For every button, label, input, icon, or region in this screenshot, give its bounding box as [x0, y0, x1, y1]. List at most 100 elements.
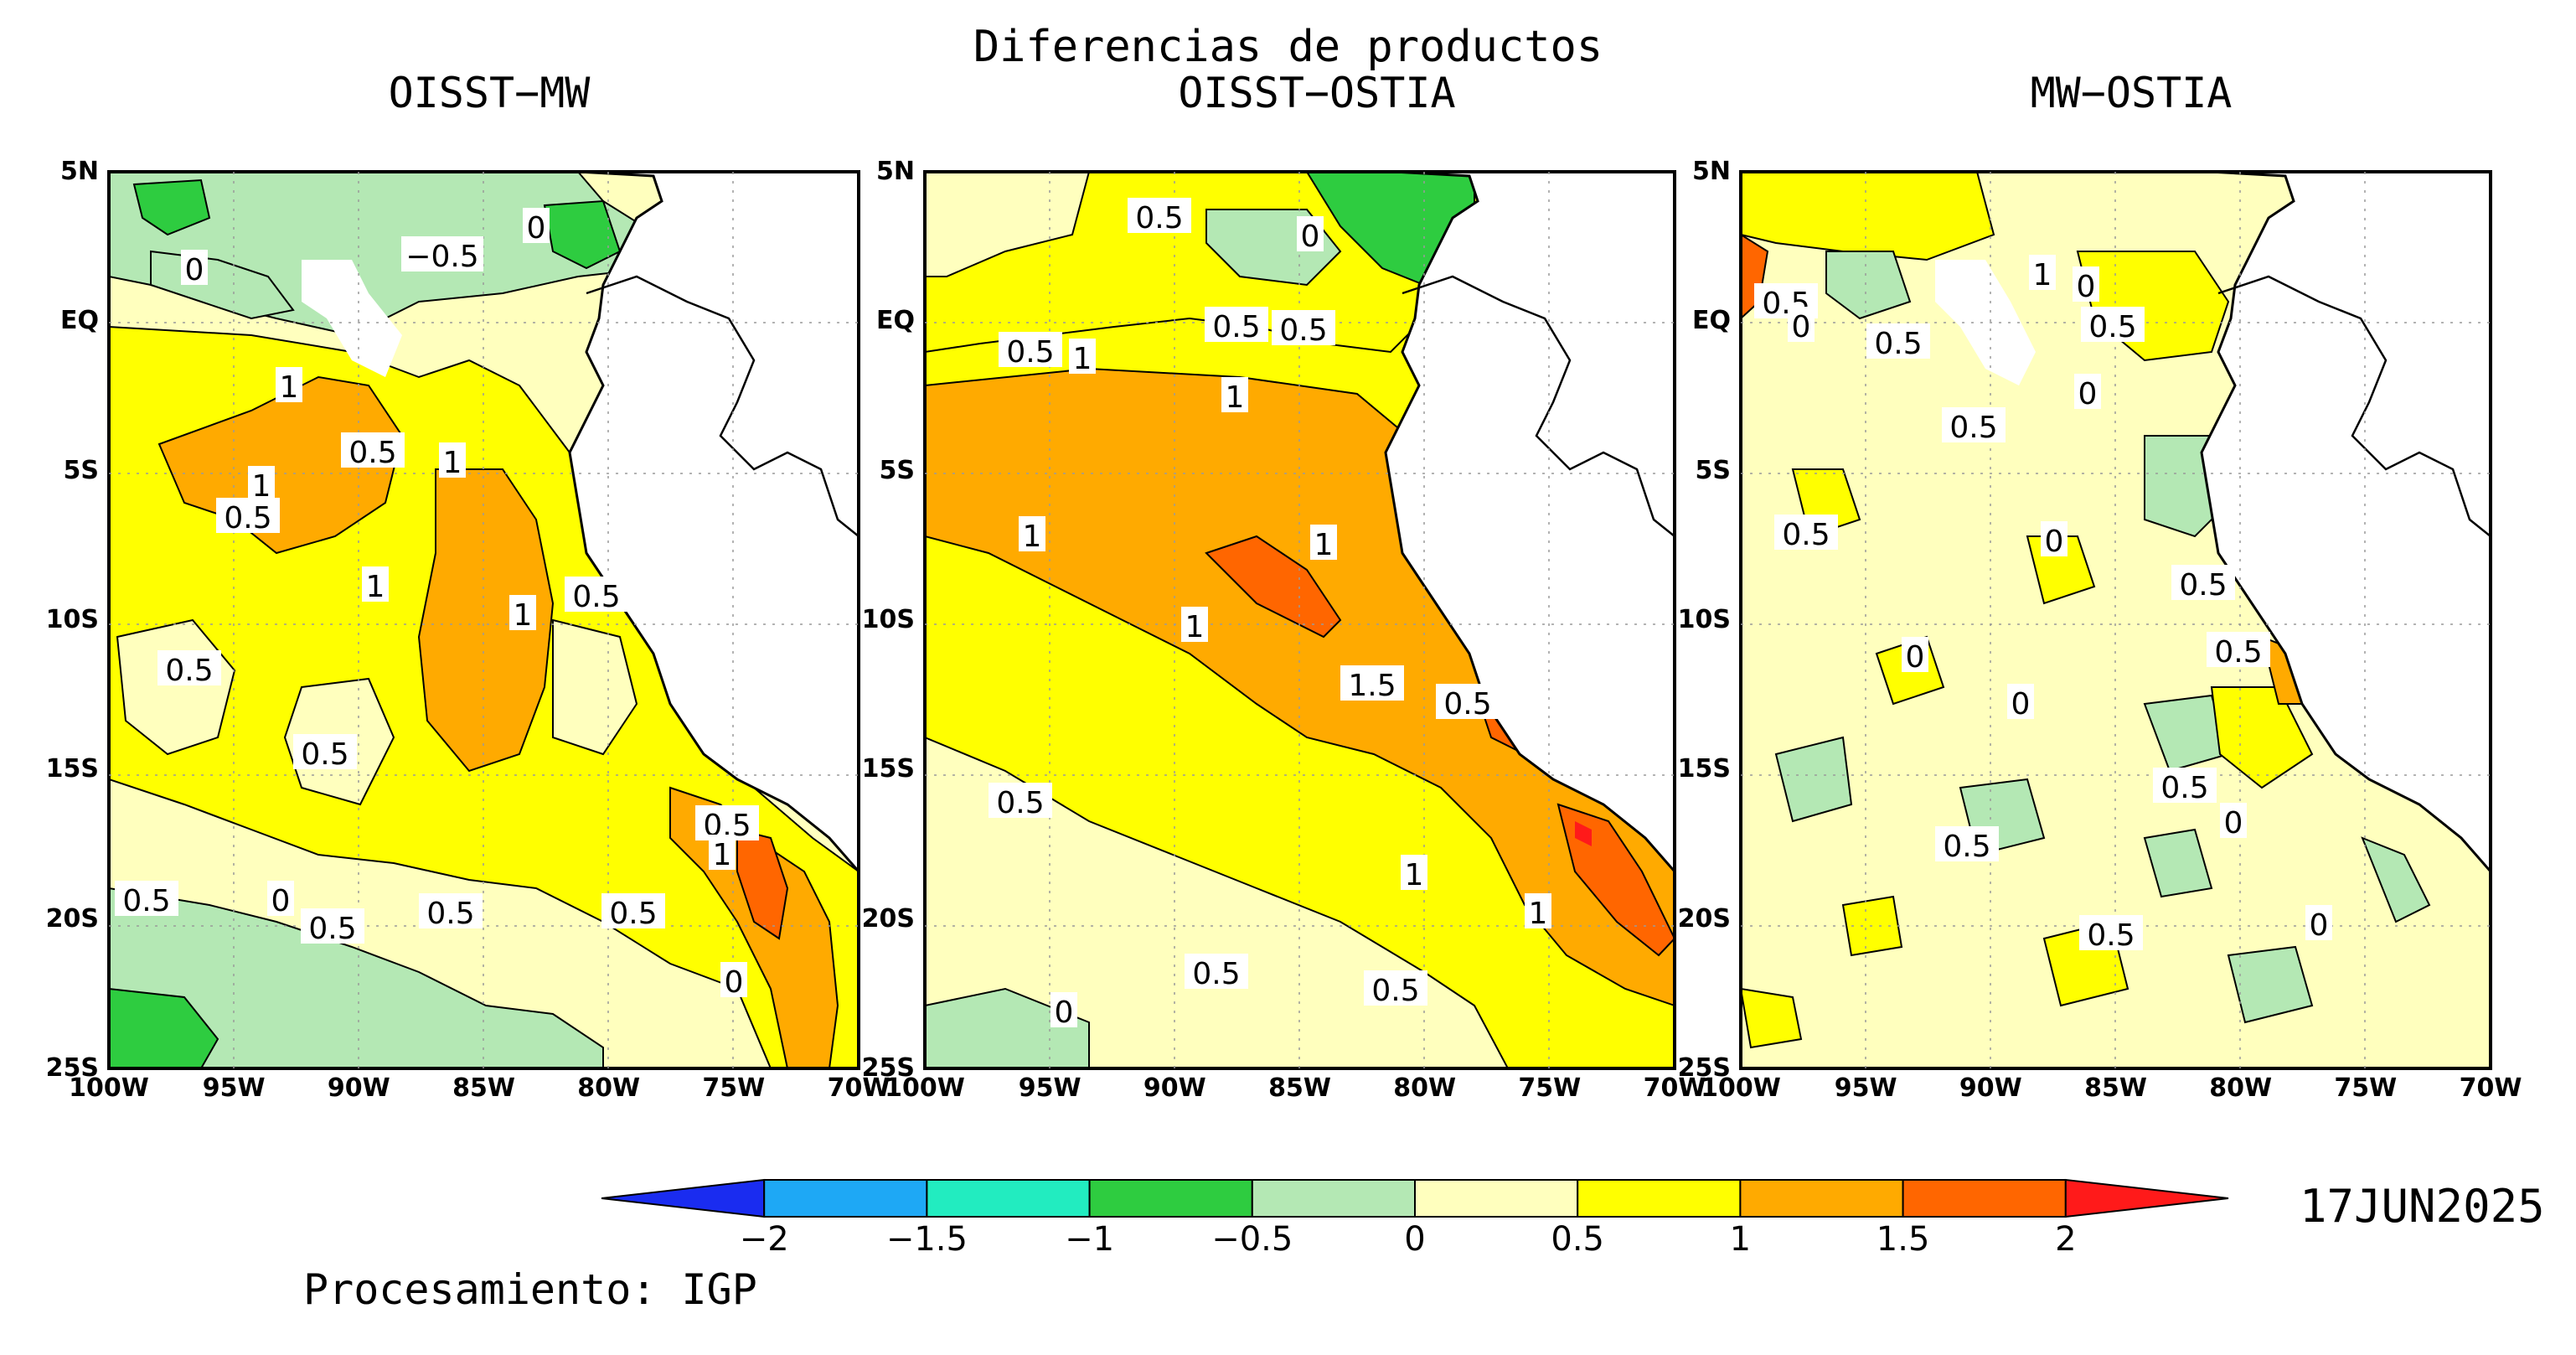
colorbar-lower-arrow [601, 1178, 766, 1218]
contour-label-box [1340, 665, 1404, 701]
contour-label-box [2171, 565, 2235, 600]
contour-label-box [419, 893, 483, 928]
colorbar-swatch [926, 1179, 1091, 1218]
contour-label: 0 [2045, 525, 2064, 559]
colorbar: −2 −1.5 −1 −0.5 0 0.5 1 1.5 2 [601, 1178, 2229, 1259]
colorbar-label: −0.5 [1211, 1220, 1293, 1259]
contour-label-box [2220, 803, 2247, 838]
contour-label: 0.5 [308, 912, 356, 946]
contour-label: 0.5 [1006, 335, 1054, 370]
lat-tick-label: 10S [1677, 605, 1731, 634]
contour-label-box [439, 442, 466, 478]
contour-label: 1 [1314, 528, 1334, 562]
contour-label-box [1181, 607, 1208, 642]
contour-label: 1 [1185, 610, 1205, 644]
contour-label: 1 [252, 469, 271, 504]
contour-label-box [2007, 684, 2034, 719]
contour-label-box [2153, 768, 2217, 803]
contour-label-box [362, 566, 389, 602]
contour-label: 0.5 [1192, 957, 1240, 991]
lat-tick-label: 5N [876, 157, 915, 186]
contour-label-box [1942, 407, 2006, 442]
lon-tick-label: 75W [2334, 1073, 2398, 1103]
lat-tick-label: 15S [1677, 754, 1731, 784]
contour-label-box [2029, 255, 2056, 290]
colorbar-label: −1 [1065, 1220, 1114, 1259]
contour-label: 0.5 [1782, 518, 1830, 552]
contour-label: 0 [2310, 908, 2329, 943]
contour-label-box [709, 835, 736, 870]
lon-tick-label: 90W [327, 1073, 390, 1103]
contour-label-box [1436, 684, 1500, 719]
contour-label-box [2207, 632, 2270, 667]
date-label: 17JUN2025 [2300, 1180, 2545, 1233]
lat-tick-label: 10S [45, 605, 99, 634]
contour-label: 1 [1529, 897, 1548, 931]
lon-tick-label: 80W [577, 1073, 641, 1103]
lat-tick-label: 5N [60, 157, 99, 186]
lat-tick-label: EQ [1692, 306, 1731, 336]
contour-label: 1 [1226, 380, 1245, 415]
contour-label: 0.5 [2087, 918, 2135, 953]
contour-label-box [1019, 516, 1045, 551]
contour-label-box [341, 432, 405, 468]
panel-title-mw-ostia: MW−OSTIA [2030, 69, 2233, 117]
colorbar-label: −2 [740, 1220, 789, 1259]
contour-label: 0.5 [1135, 201, 1183, 235]
lon-tick-label: 100W [1701, 1073, 1781, 1103]
contour-label-box [401, 236, 483, 272]
lon-tick-label: 80W [1393, 1073, 1457, 1103]
contour-label-box [267, 881, 294, 916]
lon-tick-label: 90W [1143, 1073, 1206, 1103]
contour-label: 1 [1023, 520, 1042, 554]
contour-label: 0.5 [609, 897, 657, 931]
contour-label: 0.5 [122, 884, 170, 918]
contour-label-box [2041, 521, 2068, 556]
contour-label: 0 [1055, 996, 1074, 1030]
contour-label-box [1051, 992, 1077, 1027]
lat-tick-label: 20S [861, 903, 915, 934]
lat-tick-label: 5S [63, 455, 99, 485]
contour-label-box [509, 595, 536, 630]
contour-label: 1 [443, 446, 462, 480]
lon-tick-label: 100W [69, 1073, 149, 1103]
contour-label: 1 [280, 370, 299, 405]
lat-tick-label: 20S [1677, 903, 1731, 934]
lat-tick-label: 5S [879, 455, 915, 485]
lat-tick-label: EQ [60, 306, 99, 336]
contour-label-box [1205, 307, 1268, 342]
contour-label-box [1774, 515, 1838, 550]
contour-label: 0 [2078, 377, 2098, 411]
lon-tick-label: 75W [1518, 1073, 1582, 1103]
lon-tick-label: 85W [1268, 1073, 1331, 1103]
contour-label: 0.5 [224, 501, 271, 535]
colorbar-label: 0 [1404, 1220, 1425, 1259]
contour-label: 0 [271, 884, 291, 918]
contour-label: 0 [185, 253, 204, 287]
contour-label: −0.5 [405, 240, 478, 274]
contour-label-box [1364, 970, 1427, 1006]
contour-label: 1 [366, 570, 385, 604]
contour-label-box [115, 881, 178, 916]
main-title: Diferencias de productos [973, 22, 1603, 72]
contour-label-box [301, 908, 364, 944]
contour-label-box [2305, 905, 2332, 940]
lat-tick-label: EQ [876, 306, 915, 336]
lon-tick-label: 80W [2209, 1073, 2273, 1103]
contour-label-box [216, 498, 280, 533]
lat-tick-label: 15S [45, 754, 99, 784]
contour-label-box [1297, 216, 1324, 251]
contour-label: 0 [1906, 640, 1925, 675]
contour-label-box [1185, 954, 1248, 989]
contour-label: 0.5 [2088, 310, 2136, 344]
colorbar-label: 1.5 [1877, 1220, 1930, 1259]
colorbar-label: 2 [2055, 1220, 2076, 1259]
contour-label: 0.5 [1874, 327, 1922, 361]
contour-label: 0.5 [572, 580, 620, 614]
lat-tick-label: 25S [1677, 1053, 1731, 1083]
panel-title-oisst-mw: OISST−MW [388, 69, 591, 117]
contour-label-box [293, 734, 357, 769]
contour-label-box [1069, 339, 1096, 374]
colorbar-swatch [1088, 1179, 1253, 1218]
